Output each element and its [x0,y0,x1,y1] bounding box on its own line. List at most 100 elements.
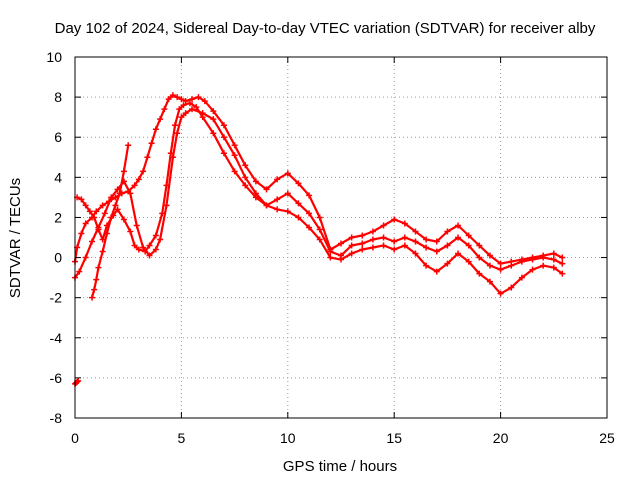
data-point [93,276,100,283]
data-point [518,274,525,281]
data-point [125,142,132,149]
x-tick-label: 15 [386,430,402,446]
data-point [550,264,557,271]
y-tick-label: 8 [54,89,62,105]
y-tick-label: -6 [50,370,63,386]
data-point [163,202,170,209]
data-point [559,270,566,277]
data-point [169,92,176,99]
data-point [108,194,115,201]
data-point [127,190,134,197]
series-track-a [72,92,566,267]
data-point [401,242,408,249]
data-point [465,232,472,239]
data-point [550,250,557,257]
data-point [252,178,259,185]
data-point [497,290,504,297]
x-tick-label: 5 [178,430,186,446]
data-point [284,190,291,197]
data-point [210,116,217,123]
data-point [89,238,96,245]
data-point [455,222,462,229]
data-point [433,238,440,245]
y-tick-label: 10 [46,49,62,65]
data-point [242,174,249,181]
y-tick-label: 2 [54,209,62,225]
data-point [444,242,451,249]
data-point [201,98,208,105]
chart-title: Day 102 of 2024, Sidereal Day-to-day VTE… [55,20,596,37]
data-point [529,266,536,273]
series-line [90,144,130,299]
data-point [369,228,376,235]
data-point [182,98,189,105]
data-point [220,150,227,157]
data-point [369,244,376,251]
data-point [391,216,398,223]
y-tick-label: -2 [50,290,63,306]
data-point [157,236,164,243]
data-point [263,202,270,209]
data-point [195,94,202,101]
data-point [497,260,504,267]
data-point [252,190,259,197]
data-point [412,250,419,257]
data-point [306,210,313,217]
data-point [220,134,227,141]
data-point [127,228,134,235]
data-point [486,262,493,269]
data-point [497,266,504,273]
data-point [180,102,187,109]
data-point [152,246,159,253]
data-point [476,270,483,277]
data-point [380,234,387,241]
series-early-spike [89,142,132,301]
data-point [455,250,462,257]
x-axis-title: GPS time / hours [283,458,397,475]
data-point [508,284,515,291]
data-point [540,262,547,269]
data-point [101,210,108,217]
x-tick-label: 0 [71,430,79,446]
data-point [242,182,249,189]
data-point [103,230,110,237]
data-point [146,252,153,259]
data-point [327,248,334,255]
data-point [95,224,102,231]
data-point [220,122,227,129]
data-series [72,92,566,387]
y-tick-label: 6 [54,129,62,145]
data-point [140,168,147,175]
data-point [380,222,387,229]
data-point [76,268,83,275]
x-tick-label: 10 [280,430,296,446]
data-point [316,226,323,233]
data-point [172,122,179,129]
data-point [152,232,159,239]
data-point [423,244,430,251]
data-point [108,214,115,221]
data-point [82,202,89,209]
data-point [486,278,493,285]
data-point [295,214,302,221]
data-point [210,108,217,115]
data-point [152,126,159,133]
series-track-c [72,106,566,297]
data-point [486,252,493,259]
data-point [465,258,472,265]
data-point [508,262,515,269]
data-point [157,116,164,123]
series-left-outlier [72,377,82,387]
data-point [116,190,123,197]
data-point [263,186,270,193]
data-point [359,246,366,253]
data-point [391,246,398,253]
data-point [131,242,138,249]
data-point [120,216,127,223]
data-point [476,242,483,249]
y-tick-label: -4 [50,330,63,346]
axes: 0 5 10 15 20 25 -8 -6 -4 -2 0 2 4 6 8 10 [46,49,615,446]
data-point [401,220,408,227]
data-point [144,154,151,161]
